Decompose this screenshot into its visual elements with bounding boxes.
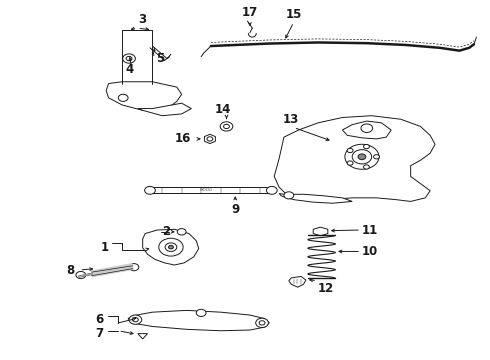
Polygon shape: [289, 276, 306, 287]
Text: 3: 3: [139, 13, 147, 26]
Text: 11: 11: [362, 224, 378, 237]
Circle shape: [169, 246, 173, 249]
Text: 10: 10: [362, 245, 378, 258]
Text: 1: 1: [100, 241, 109, 255]
Polygon shape: [138, 334, 147, 339]
Polygon shape: [106, 82, 182, 111]
Circle shape: [129, 264, 139, 271]
Polygon shape: [204, 134, 216, 144]
Circle shape: [76, 271, 86, 279]
Circle shape: [347, 148, 353, 153]
Circle shape: [196, 309, 206, 316]
Polygon shape: [274, 116, 435, 202]
Text: 16: 16: [175, 132, 192, 145]
Text: 9: 9: [231, 203, 240, 216]
Polygon shape: [143, 229, 199, 265]
Text: 15: 15: [286, 8, 302, 21]
Circle shape: [256, 318, 269, 328]
Text: 6: 6: [96, 313, 104, 326]
Circle shape: [220, 122, 233, 131]
Polygon shape: [150, 187, 272, 193]
Circle shape: [177, 229, 186, 235]
Circle shape: [129, 315, 142, 324]
Text: MOOG: MOOG: [199, 188, 213, 192]
Circle shape: [374, 155, 379, 159]
Circle shape: [267, 186, 277, 194]
Circle shape: [345, 144, 379, 169]
Polygon shape: [313, 227, 328, 236]
Text: 4: 4: [125, 63, 134, 76]
Text: 14: 14: [215, 103, 231, 116]
Circle shape: [358, 154, 366, 159]
Text: 13: 13: [283, 113, 299, 126]
Text: 17: 17: [242, 6, 258, 19]
Text: 7: 7: [96, 327, 104, 340]
Circle shape: [347, 161, 353, 165]
Circle shape: [159, 238, 183, 256]
Circle shape: [122, 54, 135, 63]
Circle shape: [145, 186, 155, 194]
Polygon shape: [279, 194, 352, 203]
Circle shape: [118, 94, 128, 102]
Polygon shape: [343, 121, 391, 139]
Polygon shape: [138, 103, 192, 116]
Circle shape: [364, 144, 369, 149]
Circle shape: [364, 165, 369, 169]
Circle shape: [361, 124, 373, 132]
Text: 2: 2: [162, 225, 171, 238]
Circle shape: [284, 192, 294, 199]
Text: 5: 5: [156, 52, 165, 65]
Text: 12: 12: [318, 282, 334, 295]
Text: 8: 8: [66, 264, 74, 276]
Polygon shape: [128, 310, 270, 331]
